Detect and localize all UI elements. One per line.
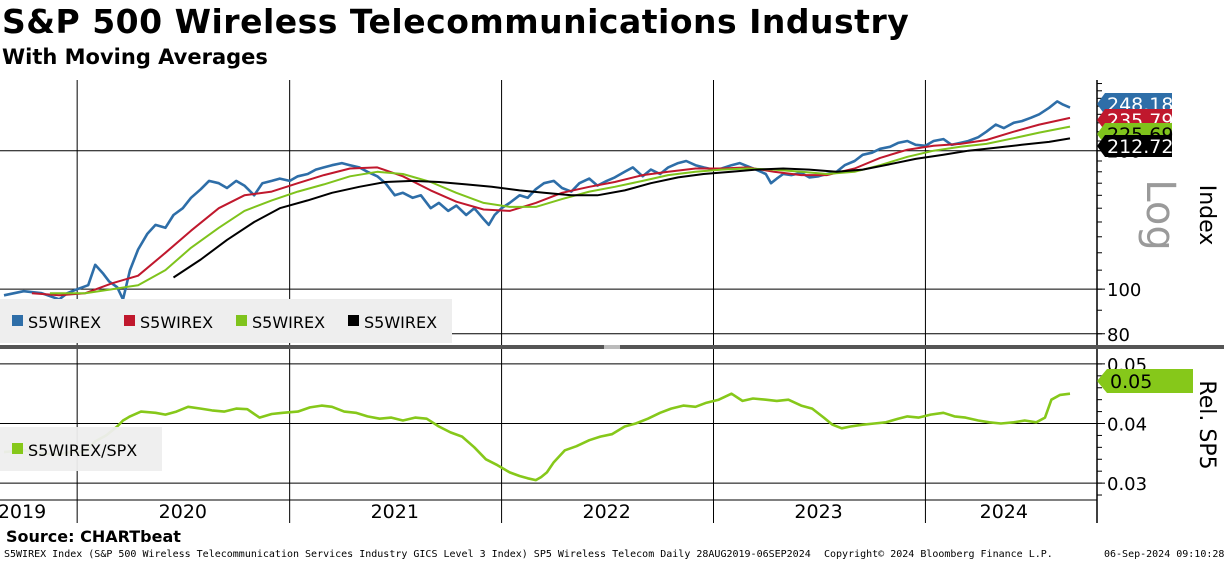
legend-item[interactable]: S5WIREX bbox=[124, 313, 213, 332]
ma-black-series-line bbox=[172, 137, 1071, 279]
legend-label: S5WIREX bbox=[28, 313, 101, 332]
last-value-tag-text: 212.72 bbox=[1107, 136, 1173, 158]
x-tick-label: 2019 bbox=[0, 501, 46, 523]
legend-swatch bbox=[12, 443, 23, 454]
footer-timestamp: 06-Sep-2024 09:10:28 bbox=[1104, 549, 1224, 560]
x-tick-label: 2023 bbox=[794, 501, 842, 523]
legend-background bbox=[0, 299, 452, 343]
legend-swatch bbox=[12, 315, 23, 326]
price-series-line bbox=[3, 100, 1071, 301]
last-value-tag-bg bbox=[1097, 369, 1193, 393]
legend-item[interactable]: S5WIREX bbox=[236, 313, 325, 332]
legend-swatch bbox=[236, 315, 247, 326]
chart-subtitle: With Moving Averages bbox=[2, 45, 268, 69]
footer-description: S5WIREX Index (S&P 500 Wireless Telecomm… bbox=[4, 549, 811, 560]
chart-source: Source: CHARTbeat bbox=[6, 527, 181, 546]
x-tick-label: 2020 bbox=[159, 501, 207, 523]
legend-background bbox=[0, 427, 162, 471]
ma-green-series-line bbox=[49, 125, 1071, 295]
y-tick-label: 100 bbox=[1107, 280, 1141, 301]
ma-red-series-line bbox=[31, 116, 1071, 297]
x-tick-label: 2021 bbox=[371, 501, 419, 523]
last-value-tag-bg bbox=[1097, 135, 1172, 157]
x-axis-labels: 2019 2020 2021 2022 2023 2024 bbox=[0, 501, 1028, 523]
y-tick-label: 0.04 bbox=[1107, 415, 1147, 436]
x-tick-label: 2024 bbox=[980, 501, 1028, 523]
top-plot-area bbox=[3, 100, 1071, 301]
top-legend: S5WIREX S5WIREX S5WIREX S5WIREX bbox=[0, 299, 452, 343]
footer-copyright: Copyright© 2024 Bloomberg Finance L.P. bbox=[824, 549, 1053, 560]
legend-label: S5WIREX bbox=[252, 313, 325, 332]
legend-swatch bbox=[348, 315, 359, 326]
panel-divider-handle[interactable] bbox=[604, 345, 620, 349]
chart-title: S&P 500 Wireless Telecommunications Indu… bbox=[2, 2, 910, 41]
legend-swatch bbox=[124, 315, 135, 326]
y-tick-label: 80 bbox=[1107, 325, 1130, 346]
legend-item[interactable]: S5WIREX/SPX bbox=[12, 441, 137, 460]
x-tick-label: 2022 bbox=[582, 501, 630, 523]
relative-series-line bbox=[3, 392, 1071, 482]
legend-label: S5WIREX/SPX bbox=[28, 441, 137, 460]
top-y-axis-title: Index bbox=[1194, 185, 1219, 246]
y-tick-label: 0.03 bbox=[1107, 474, 1147, 495]
last-value-tag: 212.72 bbox=[1097, 135, 1173, 158]
last-value-tag: 0.05 bbox=[1097, 369, 1193, 393]
legend-label: S5WIREX bbox=[364, 313, 437, 332]
bottom-legend: S5WIREX/SPX bbox=[0, 427, 162, 471]
legend-item[interactable]: S5WIREX bbox=[348, 313, 437, 332]
bottom-y-axis-title: Rel. SP5 bbox=[1194, 380, 1219, 469]
bottom-y-axis: 0.030.040.05 bbox=[0, 355, 1147, 495]
legend-label: S5WIREX bbox=[140, 313, 213, 332]
bottom-plot-area bbox=[3, 392, 1071, 482]
log-scale-label: Log bbox=[1137, 179, 1183, 250]
last-value-tag-text: 0.05 bbox=[1110, 371, 1152, 393]
legend-item[interactable]: S5WIREX bbox=[12, 313, 101, 332]
